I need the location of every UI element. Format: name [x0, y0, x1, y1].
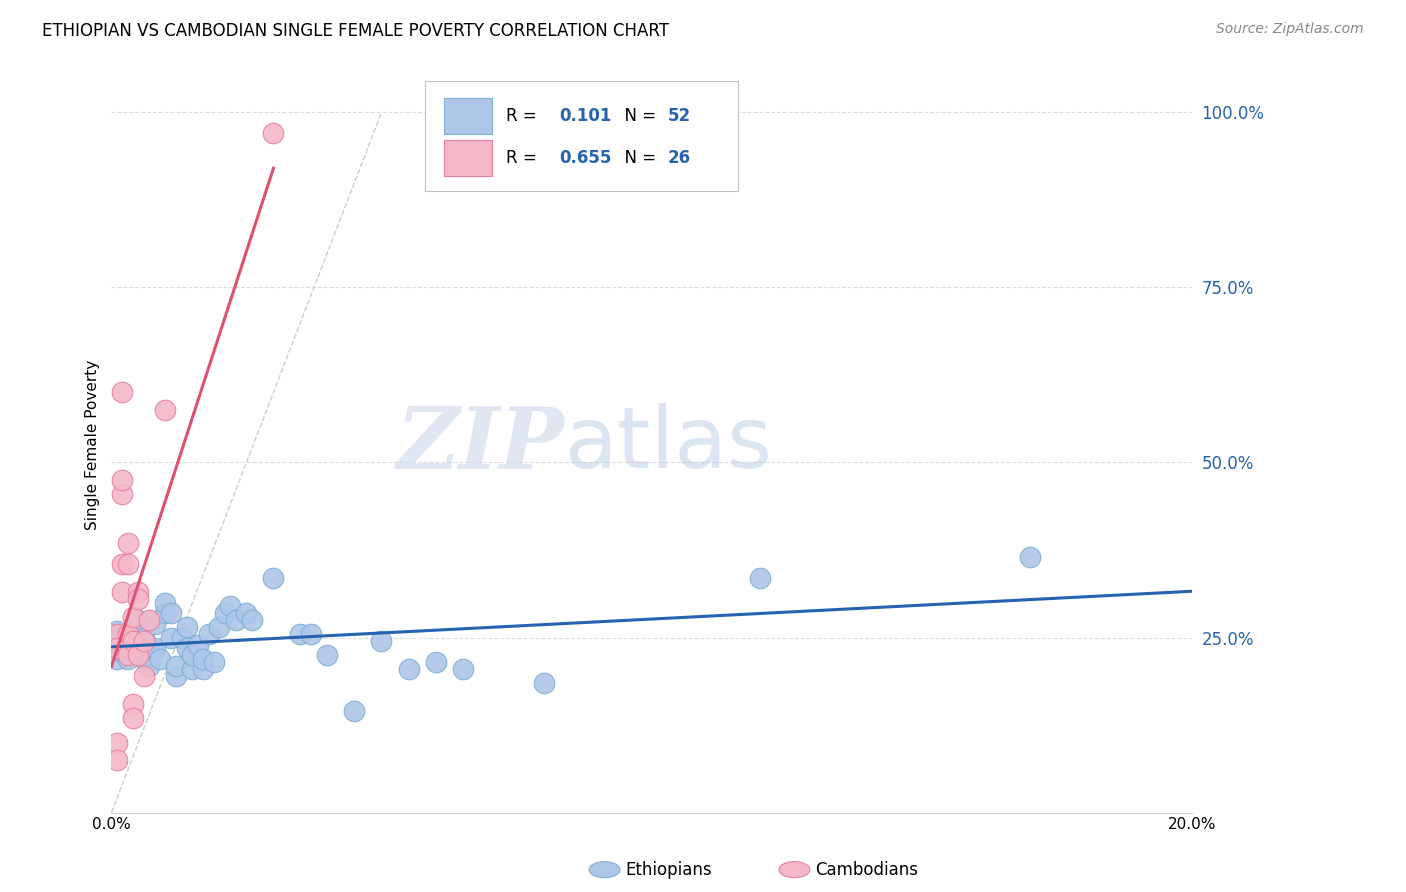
Point — [193, 651, 215, 665]
Point — [117, 648, 139, 662]
Point — [165, 669, 187, 683]
Point — [111, 631, 134, 645]
Point — [451, 662, 474, 676]
Point — [127, 648, 149, 662]
Text: N =: N = — [614, 107, 661, 125]
Point — [143, 640, 166, 655]
Text: 26: 26 — [668, 149, 690, 168]
Point — [111, 557, 134, 571]
Point — [127, 613, 149, 627]
Point — [111, 644, 134, 658]
Point — [127, 592, 149, 607]
Point — [117, 627, 139, 641]
Point — [160, 631, 183, 645]
Point — [132, 631, 155, 645]
Point — [370, 634, 392, 648]
Point — [122, 697, 145, 711]
Point — [316, 648, 339, 662]
Text: R =: R = — [506, 107, 541, 125]
Point — [1018, 549, 1040, 564]
Point — [155, 606, 177, 620]
Point — [138, 658, 160, 673]
Text: Cambodians: Cambodians — [815, 861, 918, 879]
Point — [155, 403, 177, 417]
Point — [105, 651, 128, 665]
Point — [122, 644, 145, 658]
Point — [122, 711, 145, 725]
Point — [143, 616, 166, 631]
Point — [105, 627, 128, 641]
Text: 52: 52 — [668, 107, 690, 125]
Point — [425, 655, 447, 669]
Point — [299, 627, 322, 641]
Point — [117, 638, 139, 652]
Point — [132, 634, 155, 648]
Text: ETHIOPIAN VS CAMBODIAN SINGLE FEMALE POVERTY CORRELATION CHART: ETHIOPIAN VS CAMBODIAN SINGLE FEMALE POV… — [42, 22, 669, 40]
Point — [117, 536, 139, 550]
Text: Source: ZipAtlas.com: Source: ZipAtlas.com — [1216, 22, 1364, 37]
Point — [214, 606, 236, 620]
Text: 0.655: 0.655 — [560, 149, 612, 168]
Point — [533, 676, 555, 690]
Point — [132, 651, 155, 665]
Text: ZIP: ZIP — [398, 403, 565, 487]
Point — [208, 620, 231, 634]
FancyBboxPatch shape — [444, 98, 492, 134]
Point — [149, 651, 172, 665]
Point — [202, 655, 225, 669]
Point — [122, 634, 145, 648]
Point — [105, 624, 128, 638]
Point — [193, 662, 215, 676]
Point — [138, 613, 160, 627]
Text: atlas: atlas — [565, 403, 773, 486]
Point — [262, 571, 284, 585]
Point — [105, 735, 128, 749]
Point — [111, 385, 134, 400]
Point — [176, 640, 198, 655]
Text: R =: R = — [506, 149, 541, 168]
Point — [165, 658, 187, 673]
Point — [122, 609, 145, 624]
Point — [155, 595, 177, 609]
Point — [111, 487, 134, 501]
Text: Ethiopians: Ethiopians — [626, 861, 713, 879]
Point — [181, 662, 204, 676]
Point — [225, 613, 247, 627]
Y-axis label: Single Female Poverty: Single Female Poverty — [86, 359, 100, 530]
Point — [170, 631, 193, 645]
Point — [117, 557, 139, 571]
Point — [111, 473, 134, 487]
Point — [117, 651, 139, 665]
Point — [235, 606, 257, 620]
Point — [122, 624, 145, 638]
Point — [262, 127, 284, 141]
Point — [132, 669, 155, 683]
Point — [111, 585, 134, 599]
FancyBboxPatch shape — [425, 81, 738, 192]
Point — [117, 640, 139, 655]
Point — [398, 662, 420, 676]
Point — [240, 613, 263, 627]
Text: N =: N = — [614, 149, 661, 168]
Text: 0.101: 0.101 — [560, 107, 612, 125]
Point — [343, 704, 366, 718]
Point — [105, 753, 128, 767]
Point — [127, 638, 149, 652]
Point — [197, 627, 219, 641]
Point — [138, 640, 160, 655]
Point — [127, 585, 149, 599]
Point — [105, 638, 128, 652]
Point — [219, 599, 242, 613]
Point — [176, 620, 198, 634]
FancyBboxPatch shape — [444, 140, 492, 176]
Point — [748, 571, 770, 585]
Point — [187, 638, 209, 652]
Point — [290, 627, 312, 641]
Point — [181, 648, 204, 662]
Point — [105, 640, 128, 655]
Point — [160, 606, 183, 620]
